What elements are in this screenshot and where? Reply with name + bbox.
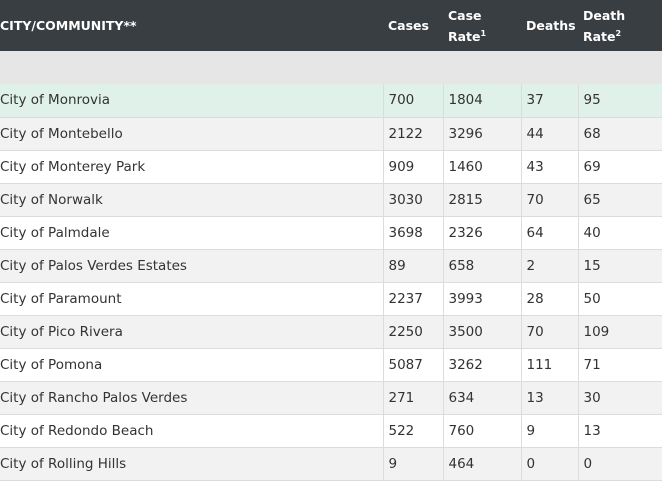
cell-case-rate: 3262	[442, 348, 521, 382]
cell-death-rate: 95	[577, 84, 662, 118]
cell-case-rate: 2326	[442, 216, 521, 250]
header-death-rate-line2-wrap: Rate2	[583, 26, 657, 47]
cell-city: City of Monterey Park	[0, 150, 383, 184]
cell-cases: 3030	[382, 183, 443, 217]
cell-deaths: 43	[520, 150, 578, 184]
table-row[interactable]: City of Montebello 2122 3296 44 68	[0, 117, 662, 151]
header-cases[interactable]: Cases	[388, 18, 429, 33]
cell-city: City of Monrovia	[0, 84, 383, 118]
cell-cases: 9	[382, 447, 443, 481]
cell-cases: 2250	[382, 315, 443, 349]
cell-death-rate: 69	[577, 150, 662, 184]
cell-cases: 5087	[382, 348, 443, 382]
cell-cases: 3698	[382, 216, 443, 250]
header-death-rate-footnote: 2	[615, 28, 622, 38]
cell-deaths: 70	[520, 315, 578, 349]
cell-case-rate: 658	[442, 249, 521, 283]
cell-city: City of Rolling Hills	[0, 447, 383, 481]
cell-death-rate: 0	[577, 447, 662, 481]
table-row[interactable]: City of Palos Verdes Estates 89 658 2 15	[0, 249, 662, 283]
header-case-rate-line2-wrap: Rate1	[448, 26, 516, 47]
cell-cases: 700	[382, 84, 443, 118]
cell-deaths: 64	[520, 216, 578, 250]
cell-city: City of Paramount	[0, 282, 383, 316]
cell-death-rate: 13	[577, 414, 662, 448]
cell-city: City of Montebello	[0, 117, 383, 151]
table-row[interactable]: City of Norwalk 3030 2815 70 65	[0, 183, 662, 217]
cell-death-rate: 50	[577, 282, 662, 316]
table-row[interactable]: City of Rancho Palos Verdes 271 634 13 30	[0, 381, 662, 415]
cell-city: City of Pico Rivera	[0, 315, 383, 349]
header-case-rate-line2: Rate	[448, 28, 481, 44]
header-separator	[0, 51, 662, 84]
cell-cases: 89	[382, 249, 443, 283]
cell-case-rate: 3993	[442, 282, 521, 316]
header-city[interactable]: CITY/COMMUNITY**	[0, 18, 137, 33]
cell-cases: 2237	[382, 282, 443, 316]
cell-deaths: 13	[520, 381, 578, 415]
header-death-rate[interactable]: Death Rate2	[578, 0, 662, 51]
table-row[interactable]: City of Rolling Hills 9 464 0 0	[0, 447, 662, 481]
cell-deaths: 0	[520, 447, 578, 481]
cell-case-rate: 2815	[442, 183, 521, 217]
cell-death-rate: 109	[577, 315, 662, 349]
cell-death-rate: 40	[577, 216, 662, 250]
cell-death-rate: 15	[577, 249, 662, 283]
cell-cases: 271	[382, 381, 443, 415]
cell-case-rate: 1460	[442, 150, 521, 184]
cell-death-rate: 71	[577, 348, 662, 382]
cell-death-rate: 65	[577, 183, 662, 217]
header-case-rate[interactable]: Case Rate1	[443, 0, 521, 51]
header-death-rate-line2: Rate	[583, 28, 616, 44]
cell-deaths: 2	[520, 249, 578, 283]
cell-death-rate: 30	[577, 381, 662, 415]
cell-case-rate: 1804	[442, 84, 521, 118]
header-death-rate-line1: Death	[583, 7, 626, 23]
table-row[interactable]: City of Paramount 2237 3993 28 50	[0, 282, 662, 316]
table-row[interactable]: City of Palmdale 3698 2326 64 40	[0, 216, 662, 250]
header-case-rate-line1: Case	[448, 7, 482, 23]
cell-city: City of Rancho Palos Verdes	[0, 381, 383, 415]
cell-city: City of Pomona	[0, 348, 383, 382]
cell-cases: 522	[382, 414, 443, 448]
cell-case-rate: 464	[442, 447, 521, 481]
cell-deaths: 28	[520, 282, 578, 316]
table-row[interactable]: City of Pico Rivera 2250 3500 70 109	[0, 315, 662, 349]
cell-cases: 909	[382, 150, 443, 184]
cell-case-rate: 3500	[442, 315, 521, 349]
table-header: CITY/COMMUNITY** Cases Case Rate1 Deaths…	[0, 0, 662, 51]
table-row[interactable]: City of Pomona 5087 3262 111 71	[0, 348, 662, 382]
cell-deaths: 37	[520, 84, 578, 118]
cell-death-rate: 68	[577, 117, 662, 151]
cell-city: City of Redondo Beach	[0, 414, 383, 448]
table-row[interactable]: City of Redondo Beach 522 760 9 13	[0, 414, 662, 448]
cell-case-rate: 634	[442, 381, 521, 415]
cell-city: City of Palmdale	[0, 216, 383, 250]
cell-deaths: 111	[520, 348, 578, 382]
cell-city: City of Palos Verdes Estates	[0, 249, 383, 283]
table-row[interactable]: City of Monterey Park 909 1460 43 69	[0, 150, 662, 184]
cell-case-rate: 760	[442, 414, 521, 448]
cell-deaths: 44	[520, 117, 578, 151]
cell-cases: 2122	[382, 117, 443, 151]
header-row: CITY/COMMUNITY** Cases Case Rate1 Deaths…	[0, 0, 662, 51]
cell-case-rate: 3296	[442, 117, 521, 151]
cell-city: City of Norwalk	[0, 183, 383, 217]
cell-deaths: 70	[520, 183, 578, 217]
table-row[interactable]: City of Monrovia 700 1804 37 95	[0, 84, 662, 118]
table-body: City of Monrovia 700 1804 37 95 City of Monte…	[0, 51, 662, 481]
header-case-rate-footnote: 1	[480, 28, 487, 38]
header-deaths[interactable]: Deaths	[526, 18, 576, 33]
cell-deaths: 9	[520, 414, 578, 448]
